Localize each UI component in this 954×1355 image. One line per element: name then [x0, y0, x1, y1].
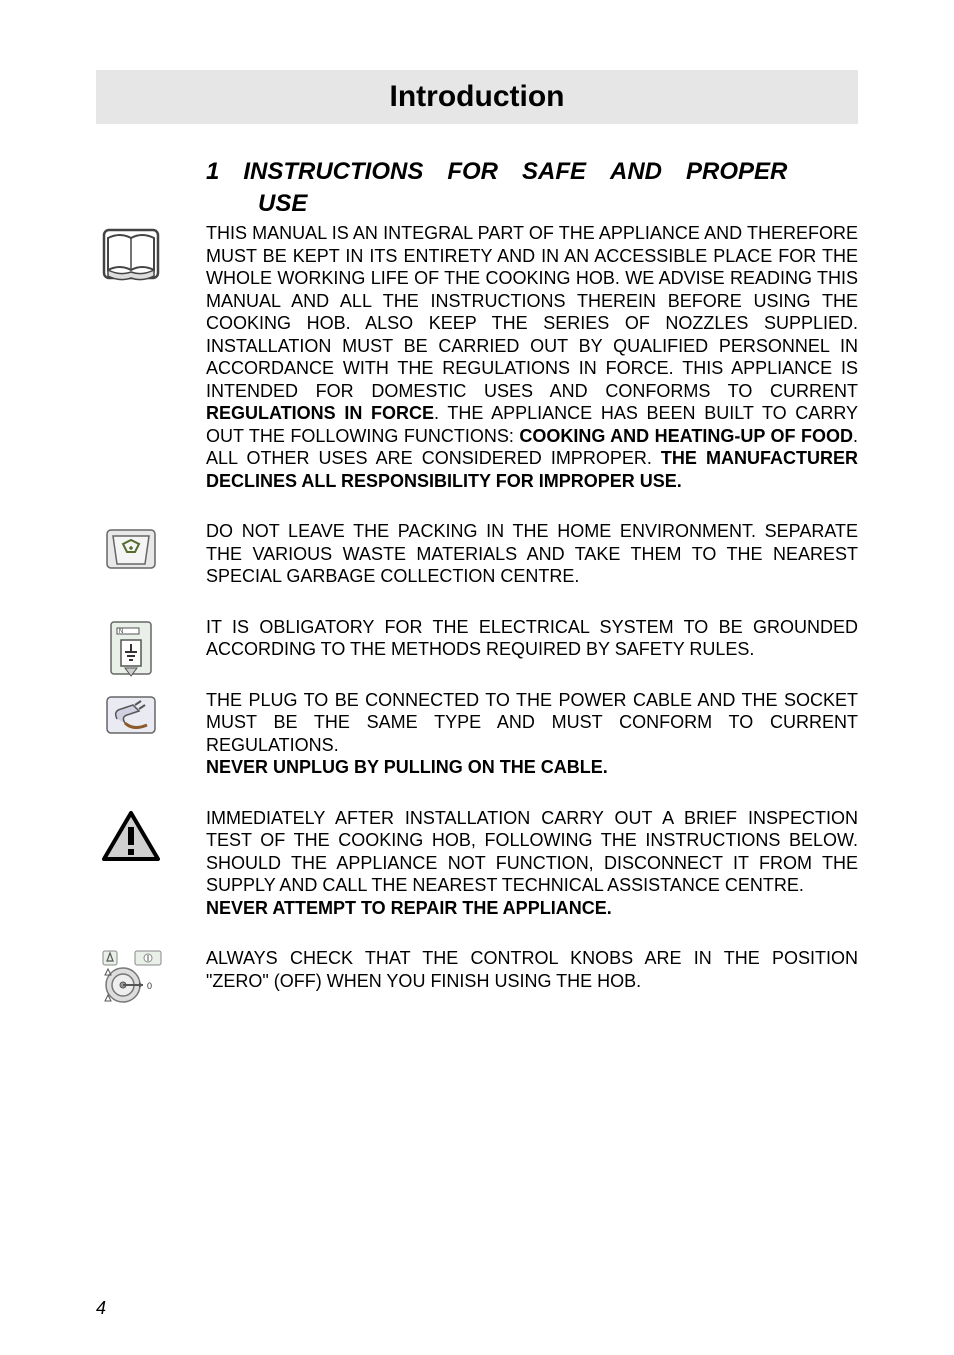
block-knob: 0 ALWAYS CHECK THAT THE CONTROL KNOBS AR…	[206, 947, 858, 992]
ground-icon: N	[96, 618, 166, 678]
inspect-text-a: IMMEDIATELY AFTER INSTALLATION CARRY OUT…	[206, 808, 858, 896]
block-grounding: N IT IS OBLIGATORY FOR THE ELECTRICAL SY…	[206, 616, 858, 661]
warning-icon	[96, 809, 166, 865]
recycle-bin-icon	[96, 522, 166, 574]
para-packing: DO NOT LEAVE THE PACKING IN THE HOME ENV…	[206, 520, 858, 588]
manual-text-d: COOKING AND HEATING-UP OF FOOD	[519, 426, 853, 446]
svg-text:0: 0	[147, 981, 152, 991]
plug-icon	[96, 691, 166, 739]
section-heading-line1: 1 INSTRUCTIONS FOR SAFE AND PROPER	[206, 158, 858, 186]
para-knob: ALWAYS CHECK THAT THE CONTROL KNOBS ARE …	[206, 947, 858, 992]
block-packing: DO NOT LEAVE THE PACKING IN THE HOME ENV…	[206, 520, 858, 588]
inspect-text-b: NEVER ATTEMPT TO REPAIR THE APPLIANCE.	[206, 898, 612, 918]
section-heading-line2: USE	[258, 190, 858, 218]
block-plug: THE PLUG TO BE CONNECTED TO THE POWER CA…	[206, 689, 858, 779]
book-icon	[96, 224, 166, 286]
manual-text-b: REGULATIONS IN FORCE	[206, 403, 434, 423]
block-manual: THIS MANUAL IS AN INTEGRAL PART OF THE A…	[206, 222, 858, 492]
block-inspection: IMMEDIATELY AFTER INSTALLATION CARRY OUT…	[206, 807, 858, 920]
page-number: 4	[96, 1298, 106, 1319]
plug-text-b: NEVER UNPLUG BY PULLING ON THE CABLE.	[206, 757, 608, 777]
plug-text-a: THE PLUG TO BE CONNECTED TO THE POWER CA…	[206, 690, 858, 755]
svg-text:N: N	[119, 629, 123, 635]
page-title: Introduction	[96, 70, 858, 124]
para-manual: THIS MANUAL IS AN INTEGRAL PART OF THE A…	[206, 222, 858, 492]
content-column: 1 INSTRUCTIONS FOR SAFE AND PROPER USE T…	[206, 158, 858, 992]
para-grounding: IT IS OBLIGATORY FOR THE ELECTRICAL SYST…	[206, 616, 858, 661]
knob-icon: 0	[96, 949, 166, 1005]
para-inspection: IMMEDIATELY AFTER INSTALLATION CARRY OUT…	[206, 807, 858, 920]
page: Introduction 1 INSTRUCTIONS FOR SAFE AND…	[0, 0, 954, 1355]
title-text: Introduction	[390, 80, 565, 113]
manual-text-a: THIS MANUAL IS AN INTEGRAL PART OF THE A…	[206, 223, 858, 401]
para-plug: THE PLUG TO BE CONNECTED TO THE POWER CA…	[206, 689, 858, 779]
